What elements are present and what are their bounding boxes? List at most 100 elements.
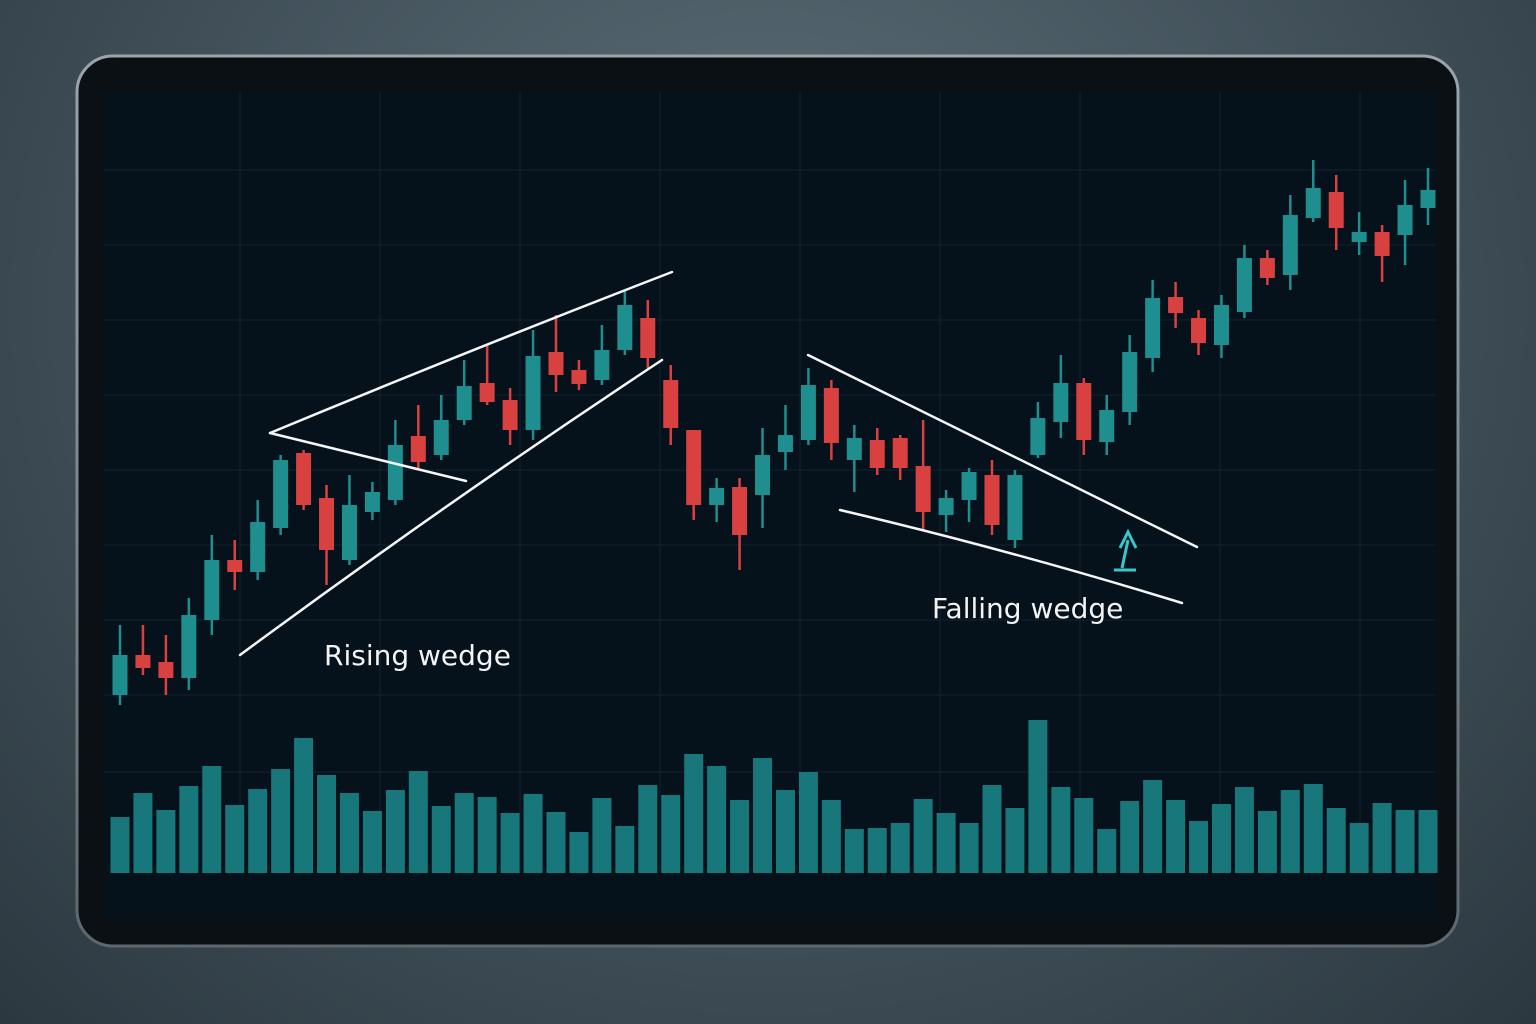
candle-body bbox=[433, 420, 449, 455]
candle-body bbox=[823, 388, 839, 443]
candle-body bbox=[961, 472, 977, 500]
candle-body bbox=[617, 305, 633, 350]
candle-body bbox=[548, 352, 564, 375]
volume-bar bbox=[248, 789, 268, 873]
volume-bar bbox=[1074, 798, 1094, 873]
volume-bar bbox=[1051, 787, 1071, 873]
candle-body bbox=[800, 385, 816, 440]
candle-body bbox=[1145, 298, 1161, 358]
volume-bar bbox=[1143, 780, 1163, 873]
volume-bar bbox=[615, 826, 635, 873]
volume-bar bbox=[775, 790, 795, 873]
volume-bar bbox=[408, 771, 428, 873]
volume-bar bbox=[500, 813, 520, 873]
candle-body bbox=[915, 466, 931, 512]
candle-body bbox=[456, 386, 472, 420]
candle-body bbox=[502, 400, 518, 430]
volume-bar bbox=[1418, 810, 1438, 873]
volume-bar bbox=[523, 794, 543, 873]
candle-body bbox=[1351, 232, 1367, 242]
volume-bar bbox=[1189, 821, 1209, 873]
wedge-lines bbox=[238, 270, 1199, 657]
candle-body bbox=[1213, 305, 1229, 345]
volume-bar bbox=[1005, 808, 1025, 873]
candle-body bbox=[1007, 475, 1023, 540]
chart bbox=[110, 160, 1438, 873]
candle-body bbox=[1122, 352, 1138, 412]
volume-bar bbox=[936, 813, 956, 873]
candle-body bbox=[663, 380, 679, 428]
candle-body bbox=[755, 455, 771, 495]
volume-bar bbox=[684, 754, 704, 873]
falling-wedge-lower bbox=[838, 508, 1184, 605]
candle-body bbox=[410, 436, 426, 462]
volume-bar bbox=[890, 823, 910, 873]
candle-body bbox=[1099, 410, 1115, 442]
volume-bar bbox=[1395, 810, 1415, 873]
volume-bar bbox=[798, 772, 818, 873]
candle-body bbox=[1191, 318, 1207, 343]
volume-bar bbox=[179, 786, 199, 873]
volume-bar bbox=[133, 793, 153, 873]
candle-body bbox=[869, 440, 885, 468]
volume-bar bbox=[982, 785, 1002, 873]
volume-bar bbox=[110, 817, 130, 873]
candle-body bbox=[1397, 205, 1413, 235]
volume-bar bbox=[431, 806, 451, 873]
candle-body bbox=[892, 438, 908, 468]
volume-bar bbox=[1120, 801, 1140, 873]
candle-body bbox=[387, 445, 403, 500]
candle-body bbox=[181, 615, 197, 678]
volume-bar bbox=[569, 832, 589, 873]
volume-bar bbox=[959, 823, 979, 873]
candle-body bbox=[525, 356, 541, 430]
volume-bar bbox=[1349, 823, 1369, 873]
candle-body bbox=[1305, 188, 1321, 218]
volume-bar bbox=[1211, 804, 1231, 873]
volume-bar bbox=[477, 797, 497, 873]
breakout-arrow bbox=[1114, 528, 1138, 572]
candle-body bbox=[1282, 215, 1298, 275]
volume-bar bbox=[844, 829, 864, 873]
candle-body bbox=[686, 430, 702, 505]
volume-bar bbox=[1234, 787, 1254, 873]
volume-bar bbox=[1303, 784, 1323, 873]
rising-wedge-lower bbox=[238, 358, 664, 657]
candle-body bbox=[1420, 190, 1436, 208]
candle-body bbox=[984, 475, 1000, 525]
volume-bar bbox=[362, 811, 382, 873]
candle-body bbox=[1236, 258, 1252, 312]
candle-body bbox=[732, 487, 748, 535]
candle-body bbox=[204, 560, 220, 620]
candle-body bbox=[571, 370, 587, 384]
volume-bar bbox=[202, 766, 222, 873]
volume-bar bbox=[867, 828, 887, 873]
candle-body bbox=[1328, 192, 1344, 228]
candle-body bbox=[158, 662, 174, 678]
volume-bar bbox=[294, 738, 314, 873]
volume-bar bbox=[1280, 790, 1300, 873]
volume-bar bbox=[339, 793, 359, 873]
candle-body bbox=[135, 655, 151, 668]
volume-bar bbox=[1372, 803, 1392, 873]
candle-body bbox=[846, 438, 862, 460]
volume-bar bbox=[913, 799, 933, 873]
volume-bar bbox=[385, 790, 405, 873]
rising-wedge-upper bbox=[268, 270, 674, 435]
candle-body bbox=[1053, 383, 1069, 422]
volume-bar bbox=[821, 800, 841, 873]
candle-body bbox=[1374, 232, 1390, 256]
candle-body bbox=[250, 522, 266, 572]
annotation: Rising wedge bbox=[324, 639, 511, 672]
volume-bar bbox=[156, 810, 176, 873]
volume-bar bbox=[730, 800, 750, 873]
candle-body bbox=[341, 505, 357, 560]
volume-bar bbox=[592, 798, 612, 873]
volume-bar bbox=[1326, 808, 1346, 873]
candle-body bbox=[319, 498, 335, 550]
candle-body bbox=[640, 318, 656, 358]
volume-bar bbox=[753, 758, 773, 873]
volume-bar bbox=[1028, 720, 1048, 873]
volume-bar bbox=[225, 805, 245, 873]
